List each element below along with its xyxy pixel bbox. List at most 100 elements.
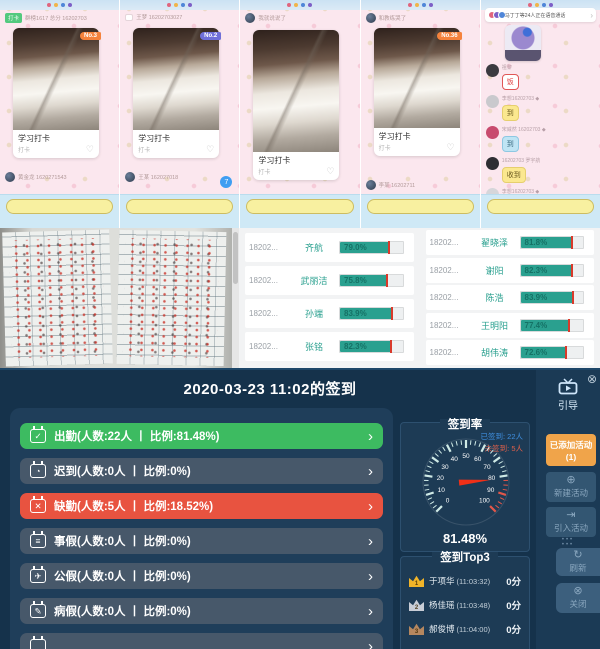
like-heart-icon[interactable]: ♡ [446,142,455,152]
notification-badge[interactable]: 7 [220,176,233,188]
table-row: 18202... 翟晓泽 81.8% [425,230,594,255]
chat-input[interactable] [486,199,594,214]
chat-input[interactable] [6,199,114,214]
attendance-row[interactable]: ◔ 迟到(人数:0人 丨 比例:0%) › [20,458,383,484]
attendance-row[interactable]: ≡ 事假(人数:0人 丨 比例:0%) › [20,528,383,554]
chat-input-strip [0,194,120,228]
checkin-card[interactable]: 学习打卡 打卡 ♡ [253,30,340,180]
poster-row: 李某 16202711 [365,180,478,190]
post-meta-row: 打卡 群榜1617 总分 16202703 [5,13,117,23]
card-subtitle: 打卡 [258,170,271,176]
card-subtitle: 打卡 [138,148,151,154]
like-heart-icon[interactable]: ♡ [206,144,215,154]
phone-panel-chat: 马丁丁等24人正在语音通话 › 祖黎 饭 李想16202703 ◆ 到 [480,0,600,228]
crown-icon: 2 [409,599,424,611]
sign-counts: 已签到: 22人 未签到: 5人 [480,431,523,455]
calendar-icon: ✈ [30,566,46,583]
added-activity-button[interactable]: 已添加活动 (1) [546,434,596,466]
progress-table-right: 18202... 翟晓泽 81.8% 18202... 谢阳 82.3% 182… [420,228,600,368]
attendance-row[interactable]: ✓ 出勤(人数:22人 丨 比例:81.48%) › [20,423,383,449]
progress-bar: 81.8% [519,236,584,249]
attendance-label: 出勤(人数:22人 丨 比例:81.48%) [54,431,220,443]
table-row: 18202... 谢阳 82.3% [425,257,594,283]
progress-bar: 75.8% [339,274,404,287]
poster-name: 王某 162027018 [138,175,179,181]
progress-percent: 82.3% [344,342,367,351]
refresh-button[interactable]: ↻ 刷新 [556,548,600,576]
progress-bar: 83.9% [519,291,584,304]
gradesheet-page-right [116,229,227,367]
sender-name: 宋威然 16202703 ◆ [501,127,546,133]
attendance-dashboard: 2020-03-23 11:02的签到 ✓ 出勤(人数:22人 丨 比例:81.… [0,368,600,649]
chat-message: 李想16202703 ◆ 到 [485,95,597,121]
progress-section: 18202... 齐航 79.0% 18202... 武丽洁 75.8% 182… [0,228,600,368]
attendance-row[interactable]: ✈ 公假(人数:0人 丨 比例:0%) › [20,563,383,589]
top3-row: 2 杨佳瑶 (11:03:48) 0分 [409,593,521,617]
svg-text:30: 30 [441,464,449,471]
top3-name: 杨佳瑶 [429,600,455,610]
attendance-row[interactable]: ✎ 病假(人数:0人 丨 比例:0%) › [20,598,383,624]
table-row: 18202... 武丽洁 75.8% [245,266,414,295]
calendar-icon: ◔ [30,461,46,478]
panel-title: 签到率 [401,415,529,433]
checkin-card[interactable]: No.36 学习打卡 打卡 ♡ [373,28,462,156]
voice-call-banner[interactable]: 马丁丁等24人正在语音通话 › [484,8,596,22]
chat-message: 16202703 罗宇航 收到 [485,157,597,183]
avatar [365,180,376,190]
checkin-card[interactable]: No.2 学习打卡 打卡 ♡ [133,28,222,158]
checkin-card[interactable]: No.3 学习打卡 打卡 ♡ [13,28,101,158]
student-id: 18202... [429,320,459,330]
progress-bar: 82.3% [519,263,584,277]
progress-percent: 83.9% [524,293,548,302]
table-row: 18202... 孙端 83.9% [245,299,414,328]
attendance-row[interactable]: ✕ 缺勤(人数:5人 丨 比例:18.52%) › [20,493,383,519]
sender-name: 祖黎 [501,65,512,71]
avatar [245,13,256,23]
poster-row: 和教练哭了 [365,13,478,23]
chat-input[interactable] [126,199,234,214]
attendance-label: 病假(人数:0人 丨 比例:0%) [54,606,191,618]
poster-name: 黄金龙 1620271543 [18,175,67,181]
signin-rate-panel: 签到率 已签到: 22人 未签到: 5人 0 10 20 30 40 50 60 70 80 90… [400,419,530,552]
card-subtitle-row: 打卡 ♡ [13,144,99,158]
close-button[interactable]: ⊗ 关闭 [556,583,600,613]
close-icon[interactable]: ⊗ [586,372,597,386]
svg-text:60: 60 [474,456,482,463]
progress-fill [520,346,568,359]
progress-percent: 79.0% [344,243,367,252]
post-meta: 群榜1617 总分 16202703 [25,16,87,22]
phone-panel-2: 王梦 16202703027 No.2 学习打卡 打卡 ♡ 王某 1620270… [120,0,240,228]
chat-input[interactable] [366,199,474,214]
chevron-right-icon: › [368,602,373,620]
card-title: 学习打卡 [138,134,171,143]
table-row: 18202... 王明阳 77.4% [425,312,594,338]
like-heart-icon[interactable]: ♡ [85,144,94,154]
progress-percent: 75.8% [344,276,367,285]
chat-header-bar [120,0,240,10]
like-heart-icon[interactable]: ♡ [326,166,335,176]
attendance-label: 迟到(人数:0人 丨 比例:0%) [54,466,191,478]
card-subtitle: 打卡 [18,148,31,154]
drag-handle-icon[interactable]: ••• ••• [561,537,575,549]
call-avatars [487,11,506,19]
poster-name: 李某 16202711 [378,183,416,189]
import-activity-button[interactable]: ⇥ 引入活动 [546,507,596,537]
chevron-right-icon: › [590,10,593,20]
rank-chip: 打卡 [5,13,23,23]
chat-input[interactable] [246,199,354,214]
guide-button[interactable]: 引导 [536,378,600,412]
card-title: 学习打卡 [258,156,291,165]
attendance-label: 事假(人数:0人 丨 比例:0%) [54,536,191,548]
svg-text:0: 0 [446,498,450,505]
dashboard-title: 2020-03-23 11:02的签到 [183,381,357,398]
scrollbar[interactable] [232,228,239,368]
attendance-row[interactable]: › [20,633,383,649]
table-row: 18202... 张铭 82.3% [245,332,414,361]
top3-row: 1 于项华 (11:03:32) 0分 [409,569,521,593]
progress-percent: 82.3% [524,265,548,275]
card-subtitle-row: 打卡 ♡ [133,144,219,158]
message-bubble: 到 [501,105,519,121]
new-activity-button[interactable]: ⊕ 新建活动 [546,472,596,502]
svg-text:20: 20 [437,475,445,482]
